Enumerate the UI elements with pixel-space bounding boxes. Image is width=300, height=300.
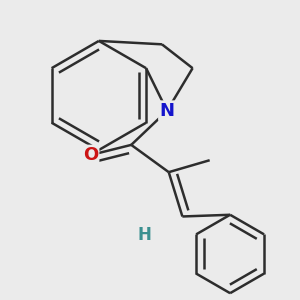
Text: O: O	[83, 146, 98, 164]
Text: H: H	[138, 226, 152, 244]
Text: N: N	[160, 102, 175, 120]
